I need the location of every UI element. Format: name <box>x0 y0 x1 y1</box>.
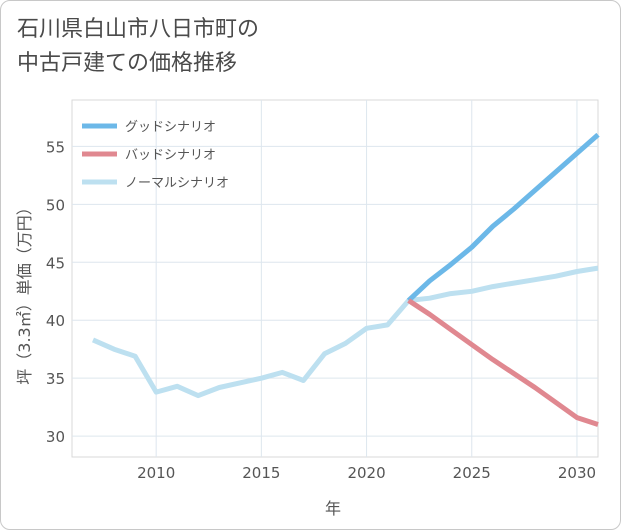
chart-title-line-1: 石川県白山市八日市町の <box>17 17 260 42</box>
x-tick-label: 2030 <box>558 464 596 482</box>
legend-label: グッドシナリオ <box>125 120 216 135</box>
y-tick-label: 45 <box>46 254 65 272</box>
y-axis-ticks: 30 35 40 45 50 55 <box>46 138 65 446</box>
y-tick-label: 30 <box>46 428 65 446</box>
series-line-2 <box>91 265 599 399</box>
plot-area <box>71 99 599 458</box>
x-axis-label: 年 <box>325 499 341 518</box>
x-axis-ticks: 2010 2015 2020 2025 2030 <box>137 464 596 482</box>
y-tick-label: 50 <box>46 196 65 214</box>
x-tick-label: 2015 <box>242 464 280 482</box>
y-axis-label: 坪（3.3㎡）単価（万円） <box>15 199 34 384</box>
x-tick-label: 2025 <box>453 464 491 482</box>
series-lines <box>91 132 600 427</box>
y-tick-label: 55 <box>46 138 65 156</box>
gridlines <box>72 100 598 457</box>
series-line-1 <box>407 298 599 427</box>
legend-label: ノーマルシナリオ <box>125 176 229 191</box>
x-tick-label: 2010 <box>137 464 175 482</box>
x-tick-label: 2020 <box>347 464 385 482</box>
legend-label: バッドシナリオ <box>125 148 216 163</box>
chart-title: 石川県白山市八日市町の 中古戸建ての価格推移 <box>17 13 259 81</box>
series-line-0 <box>406 132 600 303</box>
y-tick-label: 35 <box>46 370 65 388</box>
y-tick-label: 40 <box>46 312 65 330</box>
chart-title-line-2: 中古戸建ての価格推移 <box>17 51 238 76</box>
